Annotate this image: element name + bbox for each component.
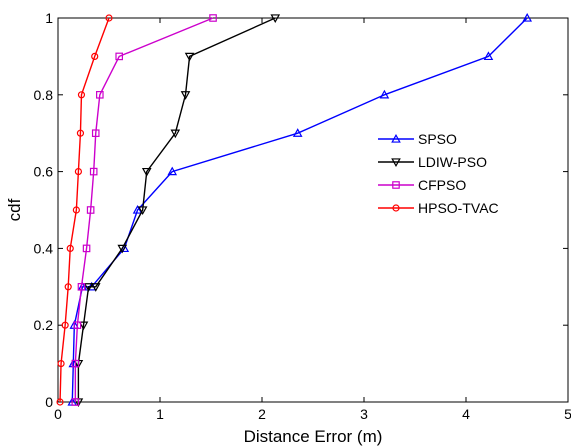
series-cfpso (71, 14, 217, 406)
data-point-ldiw-pso (141, 167, 152, 177)
x-tick-label: 5 (564, 406, 571, 422)
data-point-ldiw-pso (83, 283, 94, 292)
data-point-cfpso (73, 321, 82, 330)
data-point-hpso-tvac (57, 360, 65, 368)
legend-marker (392, 204, 400, 212)
data-point-spso (522, 12, 533, 22)
data-point-ldiw-pso (90, 283, 101, 292)
data-point-cfpso (91, 129, 100, 138)
legend-marker (392, 181, 400, 189)
data-point-cfpso (86, 206, 95, 214)
data-point-ldiw-pso (184, 52, 195, 62)
legend-label: LDIW-PSO (418, 154, 487, 170)
data-point-spso (167, 166, 178, 176)
legend-label: CFPSO (418, 177, 466, 193)
data-point-ldiw-pso (78, 321, 89, 331)
data-point-ldiw-pso (137, 206, 148, 216)
y-tick-label: 1 (45, 10, 53, 26)
series-hpso-tvac (56, 14, 113, 406)
data-point-hpso-tvac (77, 91, 86, 99)
legend-marker (391, 158, 401, 168)
series-ldiw-pso (73, 14, 281, 408)
x-tick-label: 1 (156, 406, 164, 422)
data-point-hpso-tvac (64, 283, 72, 291)
x-tick-label: 2 (258, 406, 266, 422)
data-point-cfpso (77, 283, 86, 291)
data-point-cfpso (209, 14, 217, 22)
data-point-ldiw-pso (117, 244, 128, 254)
legend-item-cfpso: CFPSO (378, 177, 466, 193)
y-tick-label: 0.4 (34, 240, 54, 256)
legend-item-spso: SPSO (378, 131, 457, 147)
x-tick-label: 3 (360, 406, 368, 422)
x-axis-label: Distance Error (m) (244, 427, 383, 446)
data-point-spso (292, 128, 303, 137)
data-point-cfpso (115, 52, 124, 61)
series-line-ldiw-pso (77, 17, 276, 402)
data-point-cfpso (71, 359, 80, 368)
data-point-hpso-tvac (66, 244, 74, 252)
legend-label: SPSO (418, 131, 457, 147)
series-line-hpso-tvac (59, 17, 110, 403)
data-point-cfpso (71, 398, 80, 406)
legend-item-hpso-tvac: HPSO-TVAC (378, 200, 499, 216)
y-tick-label: 0.8 (34, 87, 54, 103)
data-point-ldiw-pso (270, 14, 281, 24)
x-tick-label: 0 (54, 406, 62, 422)
data-point-spso (379, 89, 390, 99)
data-point-hpso-tvac (105, 14, 113, 22)
data-point-spso (132, 204, 143, 214)
data-point-ldiw-pso (170, 129, 181, 139)
data-point-cfpso (82, 244, 91, 253)
data-point-ldiw-pso (180, 91, 191, 100)
y-axis-label: cdf (5, 198, 24, 221)
series-line-cfpso (74, 17, 214, 402)
data-point-cfpso (96, 90, 104, 99)
data-point-hpso-tvac (61, 321, 69, 329)
data-point-cfpso (89, 167, 98, 176)
y-tick-label: 0.2 (34, 317, 54, 333)
series-line-spso (71, 17, 528, 403)
data-point-hpso-tvac (56, 398, 64, 406)
legend-item-ldiw-pso: LDIW-PSO (378, 154, 487, 170)
legend-label: HPSO-TVAC (418, 200, 499, 216)
data-point-hpso-tvac (91, 52, 99, 61)
data-point-hpso-tvac (74, 168, 83, 176)
data-point-hpso-tvac (76, 129, 85, 137)
data-point-hpso-tvac (72, 206, 80, 214)
y-tick-label: 0.6 (34, 164, 54, 180)
legend-marker (391, 133, 401, 143)
x-tick-label: 4 (462, 406, 470, 422)
y-tick-label: 0 (45, 394, 53, 410)
data-point-spso (483, 51, 494, 61)
